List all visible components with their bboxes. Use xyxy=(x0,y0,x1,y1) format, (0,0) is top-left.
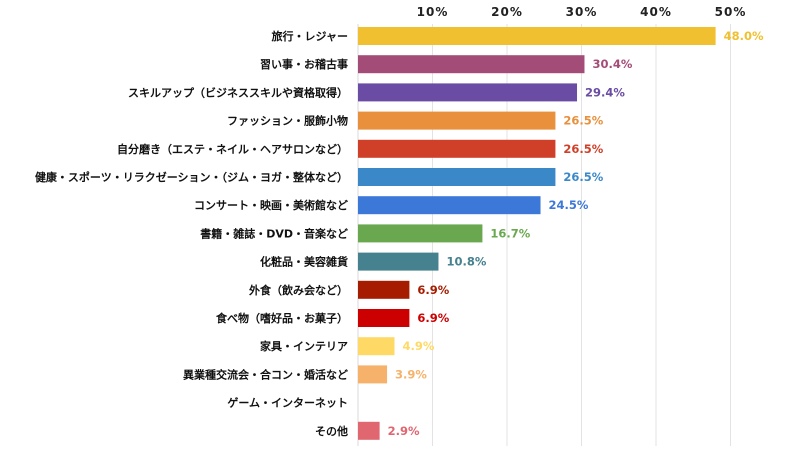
bar xyxy=(358,83,578,102)
bar-row: コンサート・映画・美術館など 24.5% xyxy=(194,196,589,215)
bar-row: 化粧品・美容雑貨 10.8% xyxy=(260,252,487,271)
value-label: 26.5% xyxy=(563,142,603,156)
bar-row: 家具・インテリア 4.9% xyxy=(260,337,435,356)
bar xyxy=(358,55,585,74)
category-label: 旅行・レジャー xyxy=(272,29,348,43)
category-label: 異業種交流会・合コン・婚活など xyxy=(183,367,348,381)
bar-row: 外食（飲み会など） 6.9% xyxy=(248,280,450,299)
bar xyxy=(358,111,556,130)
category-label: その他 xyxy=(315,424,348,438)
value-label: 4.9% xyxy=(403,339,435,353)
bar-row: スキルアップ（ビジネススキルや資格取得） 29.4% xyxy=(128,83,625,102)
bar xyxy=(358,365,388,384)
value-label: 24.5% xyxy=(549,198,589,212)
category-label: コンサート・映画・美術館など xyxy=(194,198,348,212)
bar xyxy=(358,139,556,158)
category-label: 外食（飲み会など） xyxy=(248,283,348,297)
value-label: 29.4% xyxy=(585,85,625,99)
category-label: 習い事・お稽古事 xyxy=(260,57,348,71)
value-label: 16.7% xyxy=(490,226,530,240)
value-label: 26.5% xyxy=(563,114,603,128)
bar xyxy=(358,27,716,45)
category-label: スキルアップ（ビジネススキルや資格取得） xyxy=(128,85,348,99)
x-tick-label: 40% xyxy=(640,5,672,19)
bar xyxy=(358,337,395,356)
bar-row: 自分磨き（エステ・ネイル・ヘアサロンなど） 26.5% xyxy=(117,139,604,158)
bar xyxy=(358,224,483,243)
bar xyxy=(358,280,410,299)
bar-row: 食べ物（嗜好品・お菓子） 6.9% xyxy=(216,309,450,327)
category-label: 自分磨き（エステ・ネイル・ヘアサロンなど） xyxy=(117,142,348,156)
x-tick-label: 10% xyxy=(417,5,449,19)
bar xyxy=(358,196,541,215)
bar-row: 旅行・レジャー 48.0% xyxy=(272,27,764,45)
value-label: 3.9% xyxy=(395,367,427,381)
bar xyxy=(358,252,439,271)
x-tick-label: 50% xyxy=(715,5,747,19)
bar-row: 健康・スポーツ・リラクゼーション・（ジム・ヨガ・整体など） 26.5% xyxy=(35,168,604,186)
bar-row: 書籍・雑誌・DVD・音楽など 16.7% xyxy=(200,224,531,243)
x-tick-label: 30% xyxy=(566,5,598,19)
bar xyxy=(358,421,380,440)
bars: 旅行・レジャー 48.0% 習い事・お稽古事 30.4% スキルアップ（ビジネススキルや… xyxy=(35,27,764,440)
category-label: 書籍・雑誌・DVD・音楽など xyxy=(200,226,348,240)
bar-row: 習い事・お稽古事 30.4% xyxy=(260,55,633,74)
category-label: 食べ物（嗜好品・お菓子） xyxy=(216,311,348,325)
x-tick-label: 20% xyxy=(491,5,523,19)
value-label: 10.8% xyxy=(446,255,486,269)
value-label: 6.9% xyxy=(417,311,449,325)
value-label: 2.9% xyxy=(388,424,420,438)
value-label: 6.9% xyxy=(417,283,449,297)
category-label: ゲーム・インターネット xyxy=(227,396,348,410)
bar-row: ファッション・服飾小物 26.5% xyxy=(227,111,604,130)
value-label: 48.0% xyxy=(724,29,764,43)
category-label: ファッション・服飾小物 xyxy=(227,114,348,128)
bar-row: ゲーム・インターネット xyxy=(227,396,348,410)
bar-row: 異業種交流会・合コン・婚活など 3.9% xyxy=(183,365,427,384)
bar xyxy=(358,309,410,327)
category-label: 家具・インテリア xyxy=(260,339,348,353)
value-label: 30.4% xyxy=(592,57,632,71)
x-axis-ticks: 10% 20% 30% 40% 50% xyxy=(417,5,747,19)
bar xyxy=(358,168,556,186)
category-label: 化粧品・美容雑貨 xyxy=(260,255,348,269)
value-label: 26.5% xyxy=(563,170,603,184)
category-label: 健康・スポーツ・リラクゼーション・（ジム・ヨガ・整体など） xyxy=(35,170,348,184)
bar-row: その他 2.9% xyxy=(315,421,420,440)
